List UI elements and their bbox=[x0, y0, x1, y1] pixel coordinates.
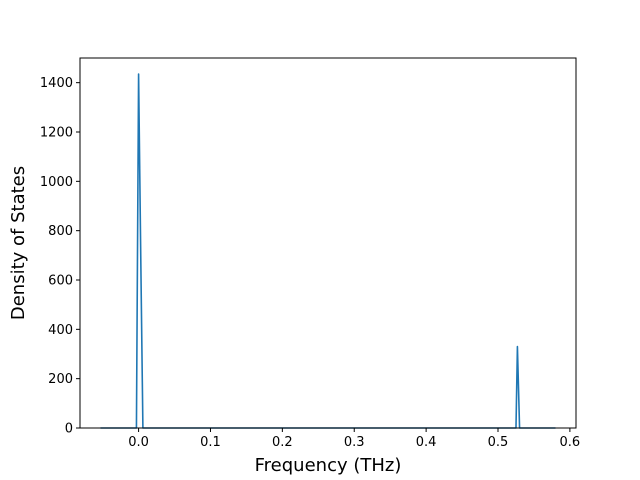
x-tick-label: 0.5 bbox=[488, 435, 509, 450]
y-tick-label: 1000 bbox=[40, 175, 73, 190]
y-axis-label: Density of States bbox=[8, 166, 29, 320]
x-tick-label: 0.1 bbox=[200, 435, 221, 450]
x-tick-label: 0.4 bbox=[416, 435, 437, 450]
y-tick-label: 200 bbox=[48, 372, 73, 387]
y-tick-label: 600 bbox=[48, 274, 73, 289]
plot-frame bbox=[79, 57, 577, 429]
y-tick-label: 0 bbox=[65, 422, 73, 437]
x-tick-label: 0.2 bbox=[272, 435, 293, 450]
x-tick-label: 0.0 bbox=[128, 435, 149, 450]
x-axis-label: Frequency (THz) bbox=[255, 455, 402, 476]
plot-area bbox=[80, 58, 576, 428]
x-tick-label: 0.3 bbox=[344, 435, 365, 450]
y-tick-label: 1200 bbox=[40, 126, 73, 141]
x-tick-label: 0.6 bbox=[560, 435, 581, 450]
x-axis-ticks: 0.0 0.1 0.2 0.3 0.4 0.5 0.6 bbox=[128, 428, 580, 450]
y-tick-label: 1400 bbox=[40, 76, 73, 91]
y-axis-ticks: 0 200 400 600 800 1000 1200 1400 bbox=[40, 76, 80, 437]
y-tick-label: 400 bbox=[48, 323, 73, 338]
y-tick-label: 800 bbox=[48, 224, 73, 239]
